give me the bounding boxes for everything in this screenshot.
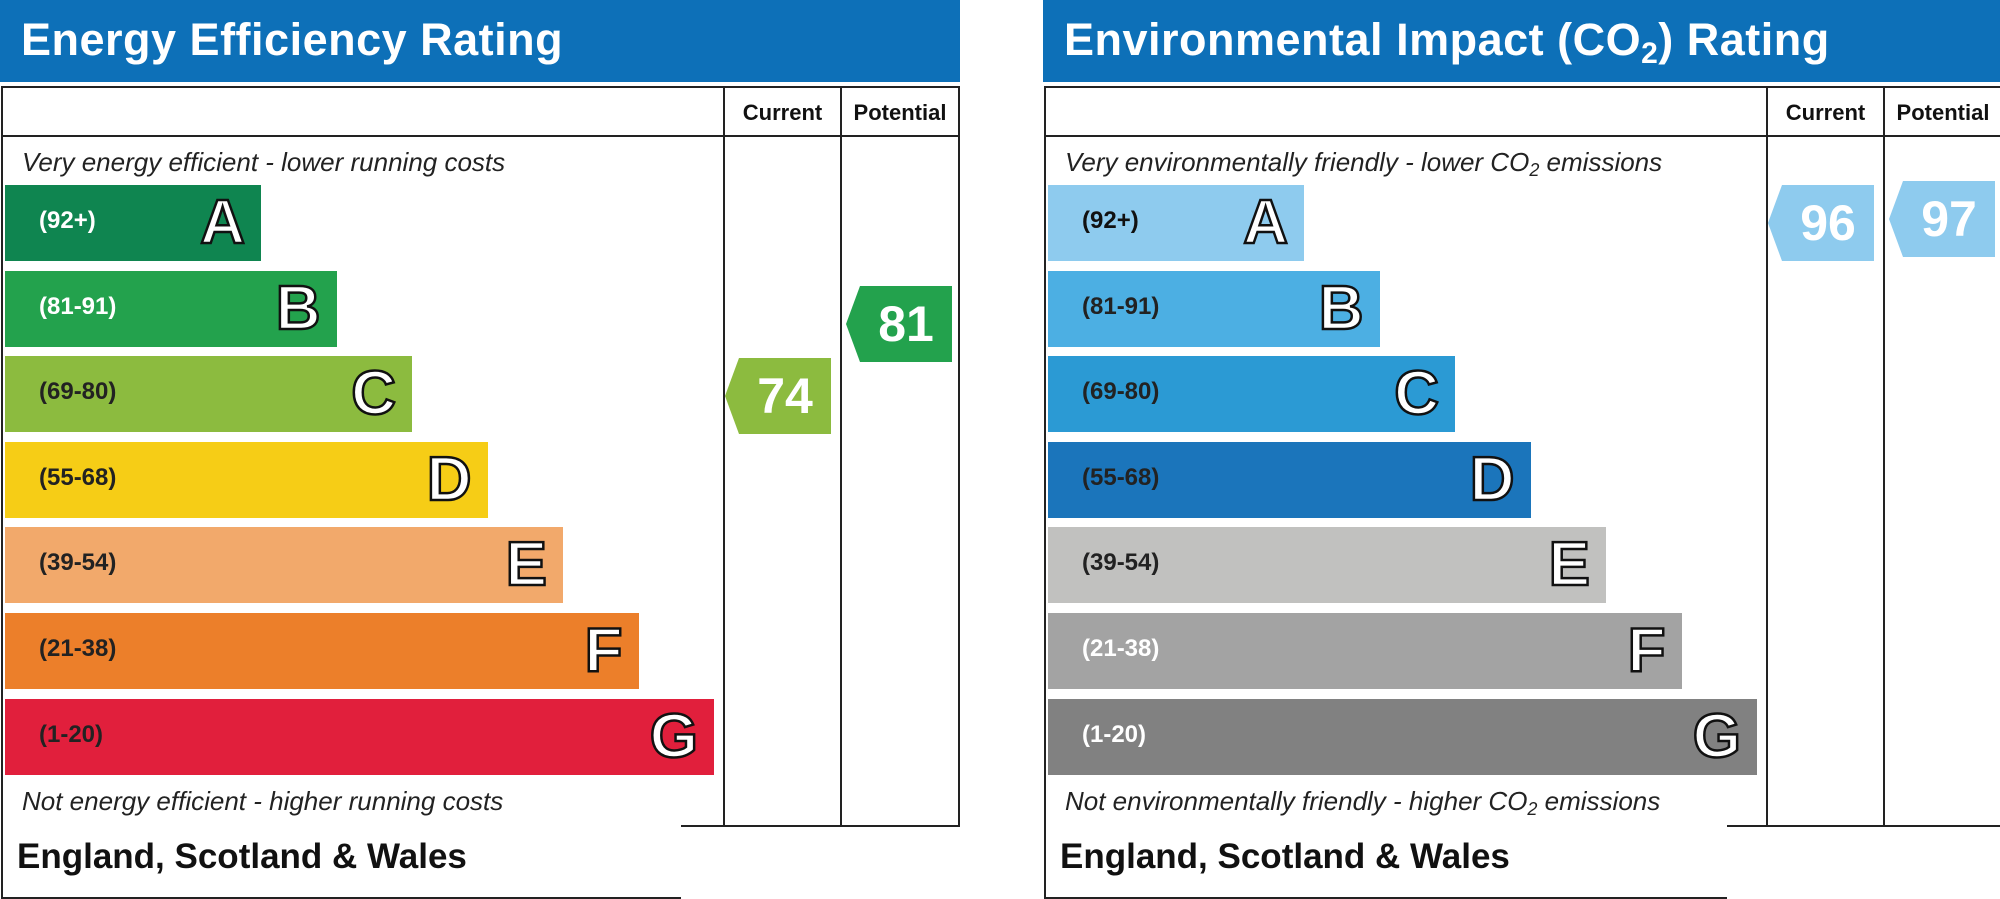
region-label: England, Scotland & Wales [17,837,467,876]
current-column-header: Current [742,100,823,125]
header-divider [3,135,958,137]
band-range-label: (21-38) [1082,635,1160,662]
band-g: (1-20) G [5,698,714,775]
potential-column-divider [840,88,842,825]
band-range-label: (1-20) [1082,720,1147,748]
band-letter: A [1242,187,1289,259]
energy-efficiency-chart-frame: Current Potential Very energy efficient … [1,86,960,827]
band-letter: E [504,529,548,601]
energy-efficiency-title-bar: Energy Efficiency Rating [0,0,960,82]
potential-rating-marker: 97 [1889,181,1995,258]
potential-rating-marker: 81 [846,285,952,362]
band-range-label: (21-38) [39,635,117,662]
band-range-label: (92+) [1082,207,1139,234]
title-suffix: ) Rating [1658,14,1830,65]
energy-efficiency-footer: England, Scotland & Wales [1,825,681,899]
current-rating-marker: 96 [1768,185,1874,261]
current-rating-value: 74 [757,367,813,424]
bottom-caption: Not environmentally friendly - higher CO… [1065,786,1660,820]
title-subscript: 2 [1641,37,1659,70]
band-letter: F [583,615,623,687]
top-caption-subscript: 2 [1529,160,1540,180]
band-letter: F [1626,615,1666,687]
current-rating-value: 96 [1800,195,1856,251]
potential-rating-arrow [1889,181,1995,258]
band-range-label: (39-54) [1082,549,1160,577]
band-range-label: (81-91) [1082,292,1160,320]
bottom-caption: Not energy efficient - higher running co… [22,786,504,816]
band-e: (39-54) E [5,527,563,604]
band-range-label: (69-80) [1082,378,1160,406]
environmental-impact-title-bar: Environmental Impact (CO2) Rating [1043,0,2000,82]
potential-column-header: Potential [1896,100,1990,125]
band-letter: C [350,358,397,430]
energy-efficiency-title: Energy Efficiency Rating [21,14,564,65]
bottom-caption-prefix: Not environmentally friendly - higher CO [1065,786,1528,816]
header-divider [1046,135,2000,137]
band-range-label: (55-68) [1082,463,1160,491]
band-letter: B [274,272,321,344]
band-letter: C [1393,358,1440,430]
environmental-impact-chart-frame: Current Potential Very environmentally f… [1044,86,2000,827]
current-column-header: Current [1785,100,1866,125]
environmental-impact-footer: England, Scotland & Wales [1044,825,1727,899]
top-caption-prefix: Very environmentally friendly - lower CO [1065,147,1530,177]
band-range-label: (92+) [39,207,96,234]
current-column-divider [1766,88,1768,825]
band-letter: D [1468,444,1515,516]
current-rating-arrow [725,357,831,434]
band-range-label: (69-80) [39,378,117,406]
current-rating-arrow [1768,185,1874,261]
band-range-label: (39-54) [39,549,117,577]
band-letter: E [1547,529,1591,601]
potential-rating-value: 81 [878,295,934,352]
top-caption-suffix: emissions [1539,147,1663,177]
band-e: (39-54) E [1048,527,1606,604]
band-letter: G [649,700,700,772]
environmental-impact-title: Environmental Impact (CO2) Rating [1064,14,1830,71]
band-letter: B [1317,272,1364,344]
bottom-caption-suffix: emissions [1537,786,1661,816]
bottom-caption-subscript: 2 [1527,799,1538,819]
region-label: England, Scotland & Wales [1060,837,1510,876]
potential-rating-arrow [846,285,952,362]
current-rating-marker: 74 [725,357,831,434]
band-letter: G [1692,700,1743,772]
band-range-label: (81-91) [39,292,117,320]
band-b: (81-91) B [5,270,337,347]
band-b: (81-91) B [1048,270,1380,347]
band-a: (92+) A [1048,185,1304,261]
band-f: (21-38) F [1048,613,1682,689]
environmental-impact-panel: Environmental Impact (CO2) Rating Curren… [1043,0,2000,899]
band-c: (69-80) C [5,356,412,433]
title-prefix: Environmental Impact (CO [1064,14,1642,65]
potential-rating-value: 97 [1921,191,1977,248]
band-d: (55-68) D [5,441,488,518]
band-a: (92+) A [5,185,261,261]
top-caption: Very environmentally friendly - lower CO… [1065,147,1662,181]
band-letter: D [425,444,472,516]
energy-efficiency-panel: Energy Efficiency Rating Current Potenti… [0,0,960,899]
current-column-divider [723,88,725,825]
band-g: (1-20) G [1048,698,1757,775]
band-letter: A [199,187,246,259]
band-c: (69-80) C [1048,356,1455,433]
potential-column-divider [1883,88,1885,825]
band-f: (21-38) F [5,613,639,689]
top-caption: Very energy efficient - lower running co… [22,147,506,177]
potential-column-header: Potential [853,100,947,125]
band-d: (55-68) D [1048,441,1531,518]
band-range-label: (1-20) [39,720,104,748]
band-range-label: (55-68) [39,463,117,491]
